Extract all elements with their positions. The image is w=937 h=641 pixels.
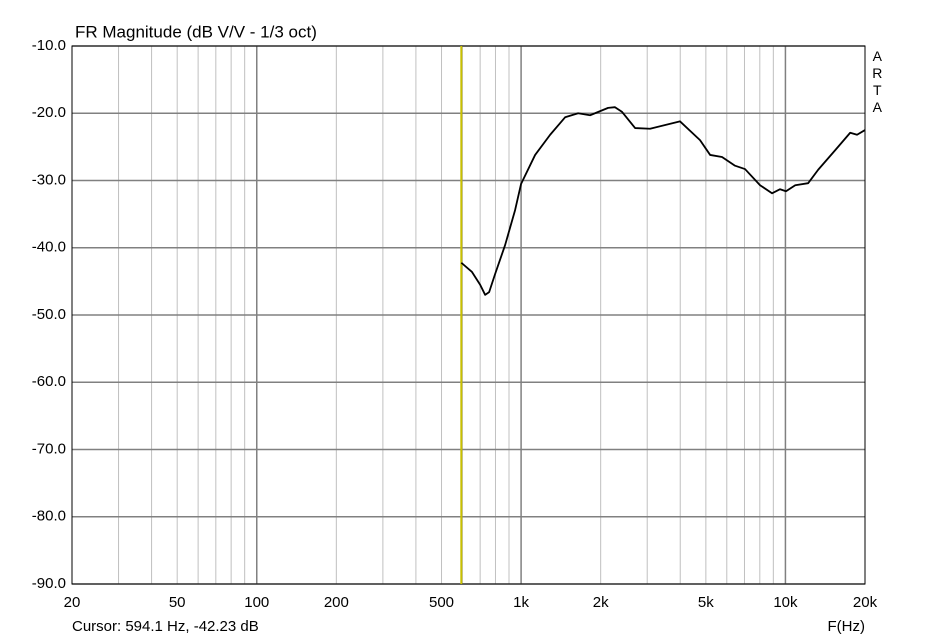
y-tick-label: -60.0 (32, 373, 66, 390)
chart-title: FR Magnitude (dB V/V - 1/3 oct) (75, 22, 317, 41)
y-tick-label: -80.0 (32, 508, 66, 525)
x-tick-label: 10k (773, 594, 798, 611)
side-label: ARTA (869, 48, 885, 116)
x-tick-label: 200 (324, 594, 349, 611)
y-tick-label: -20.0 (32, 104, 66, 121)
y-tick-label: -70.0 (32, 440, 66, 457)
y-tick-label: -40.0 (32, 239, 66, 256)
response-curve (460, 106, 866, 296)
x-tick-label: 500 (429, 594, 454, 611)
x-tick-label: 5k (698, 594, 714, 611)
x-tick-label: 20k (853, 594, 878, 611)
y-tick-label: -10.0 (32, 37, 66, 54)
x-tick-label: 100 (244, 594, 269, 611)
x-tick-label: 20 (64, 594, 81, 611)
y-tick-label: -30.0 (32, 171, 66, 188)
x-axis-label: F(Hz) (828, 618, 866, 635)
plot-frame (71, 45, 866, 585)
cursor-readout: Cursor: 594.1 Hz, -42.23 dB (72, 618, 259, 635)
x-tick-label: 2k (593, 594, 609, 611)
x-tick-label: 1k (513, 594, 529, 611)
x-tick-label: 50 (169, 594, 186, 611)
y-tick-label: -50.0 (32, 306, 66, 323)
y-tick-label: -90.0 (32, 575, 66, 592)
